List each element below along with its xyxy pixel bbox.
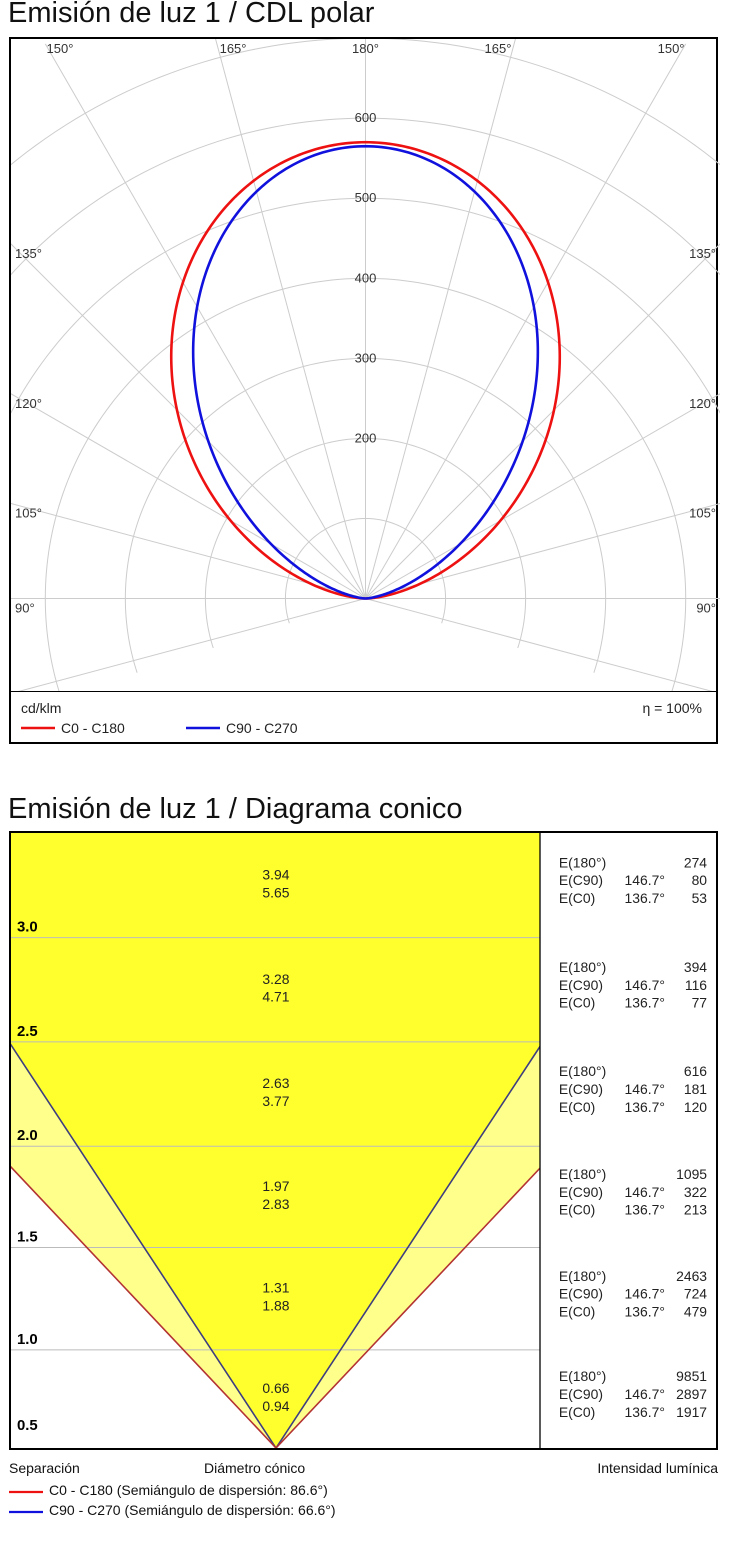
svg-text:3.77: 3.77	[262, 1093, 289, 1109]
svg-text:1.5: 1.5	[17, 1230, 38, 1246]
svg-text:105°: 105°	[15, 506, 42, 521]
svg-text:1.97: 1.97	[262, 1178, 289, 1194]
svg-text:136.7°: 136.7°	[625, 890, 665, 906]
svg-text:400: 400	[355, 270, 377, 285]
svg-text:136.7°: 136.7°	[625, 1304, 665, 1320]
svg-text:E(C90): E(C90)	[559, 872, 603, 888]
svg-text:213: 213	[684, 1202, 707, 1218]
svg-text:3.28: 3.28	[262, 971, 289, 987]
svg-text:1095: 1095	[676, 1166, 707, 1182]
svg-text:90°: 90°	[696, 601, 716, 616]
svg-text:90°: 90°	[15, 601, 35, 616]
svg-text:322: 322	[684, 1184, 707, 1200]
svg-text:616: 616	[684, 1063, 707, 1079]
svg-text:150°: 150°	[658, 41, 685, 56]
svg-text:274: 274	[684, 854, 707, 870]
svg-text:0.5: 0.5	[17, 1418, 38, 1434]
svg-text:E(180°): E(180°)	[559, 854, 606, 870]
svg-text:2897: 2897	[676, 1386, 707, 1402]
svg-text:0.94: 0.94	[262, 1398, 289, 1414]
svg-text:E(C90): E(C90)	[559, 1386, 603, 1402]
svg-text:146.7°: 146.7°	[625, 1386, 665, 1402]
svg-text:2.5: 2.5	[17, 1024, 38, 1040]
svg-text:724: 724	[684, 1286, 707, 1302]
svg-text:53: 53	[692, 890, 708, 906]
svg-text:180°: 180°	[352, 41, 379, 56]
svg-text:136.7°: 136.7°	[625, 995, 665, 1011]
svg-text:146.7°: 146.7°	[625, 1184, 665, 1200]
svg-text:E(C90): E(C90)	[559, 1286, 603, 1302]
svg-text:600: 600	[355, 110, 377, 125]
svg-text:136.7°: 136.7°	[625, 1202, 665, 1218]
svg-text:E(C0): E(C0)	[559, 1099, 595, 1115]
svg-text:146.7°: 146.7°	[625, 872, 665, 888]
svg-text:2463: 2463	[676, 1268, 707, 1284]
svg-text:E(180°): E(180°)	[559, 1166, 606, 1182]
svg-text:E(C90): E(C90)	[559, 1184, 603, 1200]
svg-text:2.83: 2.83	[262, 1196, 289, 1212]
svg-text:2.63: 2.63	[262, 1075, 289, 1091]
svg-text:1.0: 1.0	[17, 1332, 38, 1348]
svg-text:1.88: 1.88	[262, 1298, 289, 1314]
svg-text:E(180°): E(180°)	[559, 1268, 606, 1284]
svg-text:E(180°): E(180°)	[559, 959, 606, 975]
svg-text:1917: 1917	[676, 1404, 707, 1420]
svg-text:181: 181	[684, 1081, 707, 1097]
svg-text:146.7°: 146.7°	[625, 977, 665, 993]
svg-text:150°: 150°	[47, 41, 74, 56]
svg-text:300: 300	[355, 350, 377, 365]
svg-text:E(180°): E(180°)	[559, 1368, 606, 1384]
svg-text:394: 394	[684, 959, 707, 975]
svg-text:9851: 9851	[676, 1368, 707, 1384]
svg-text:120: 120	[684, 1099, 707, 1115]
svg-text:105°: 105°	[689, 506, 716, 521]
svg-text:E(C90): E(C90)	[559, 977, 603, 993]
svg-text:E(C0): E(C0)	[559, 890, 595, 906]
svg-text:135°: 135°	[689, 246, 716, 261]
svg-text:3.0: 3.0	[17, 920, 38, 936]
svg-text:2.0: 2.0	[17, 1128, 38, 1144]
svg-text:146.7°: 146.7°	[625, 1286, 665, 1302]
svg-text:E(180°): E(180°)	[559, 1063, 606, 1079]
svg-text:3.94: 3.94	[262, 866, 289, 882]
svg-text:135°: 135°	[15, 246, 42, 261]
svg-text:4.71: 4.71	[262, 989, 289, 1005]
svg-text:136.7°: 136.7°	[625, 1099, 665, 1115]
svg-text:500: 500	[355, 190, 377, 205]
svg-text:E(C0): E(C0)	[559, 1304, 595, 1320]
svg-text:80: 80	[692, 872, 708, 888]
svg-text:116: 116	[685, 977, 707, 993]
svg-text:0.66: 0.66	[262, 1380, 289, 1396]
svg-text:200: 200	[355, 430, 377, 445]
svg-text:E(C90): E(C90)	[559, 1081, 603, 1097]
svg-text:165°: 165°	[220, 41, 247, 56]
svg-text:120°: 120°	[15, 396, 42, 411]
svg-text:E(C0): E(C0)	[559, 1404, 595, 1420]
svg-text:1.31: 1.31	[262, 1280, 289, 1296]
svg-text:165°: 165°	[485, 41, 512, 56]
svg-text:5.65: 5.65	[262, 884, 289, 900]
svg-text:77: 77	[692, 995, 708, 1011]
svg-text:E(C0): E(C0)	[559, 1202, 595, 1218]
svg-text:120°: 120°	[689, 396, 716, 411]
svg-text:479: 479	[684, 1304, 707, 1320]
svg-text:E(C0): E(C0)	[559, 995, 595, 1011]
svg-text:146.7°: 146.7°	[625, 1081, 665, 1097]
svg-text:136.7°: 136.7°	[625, 1404, 665, 1420]
